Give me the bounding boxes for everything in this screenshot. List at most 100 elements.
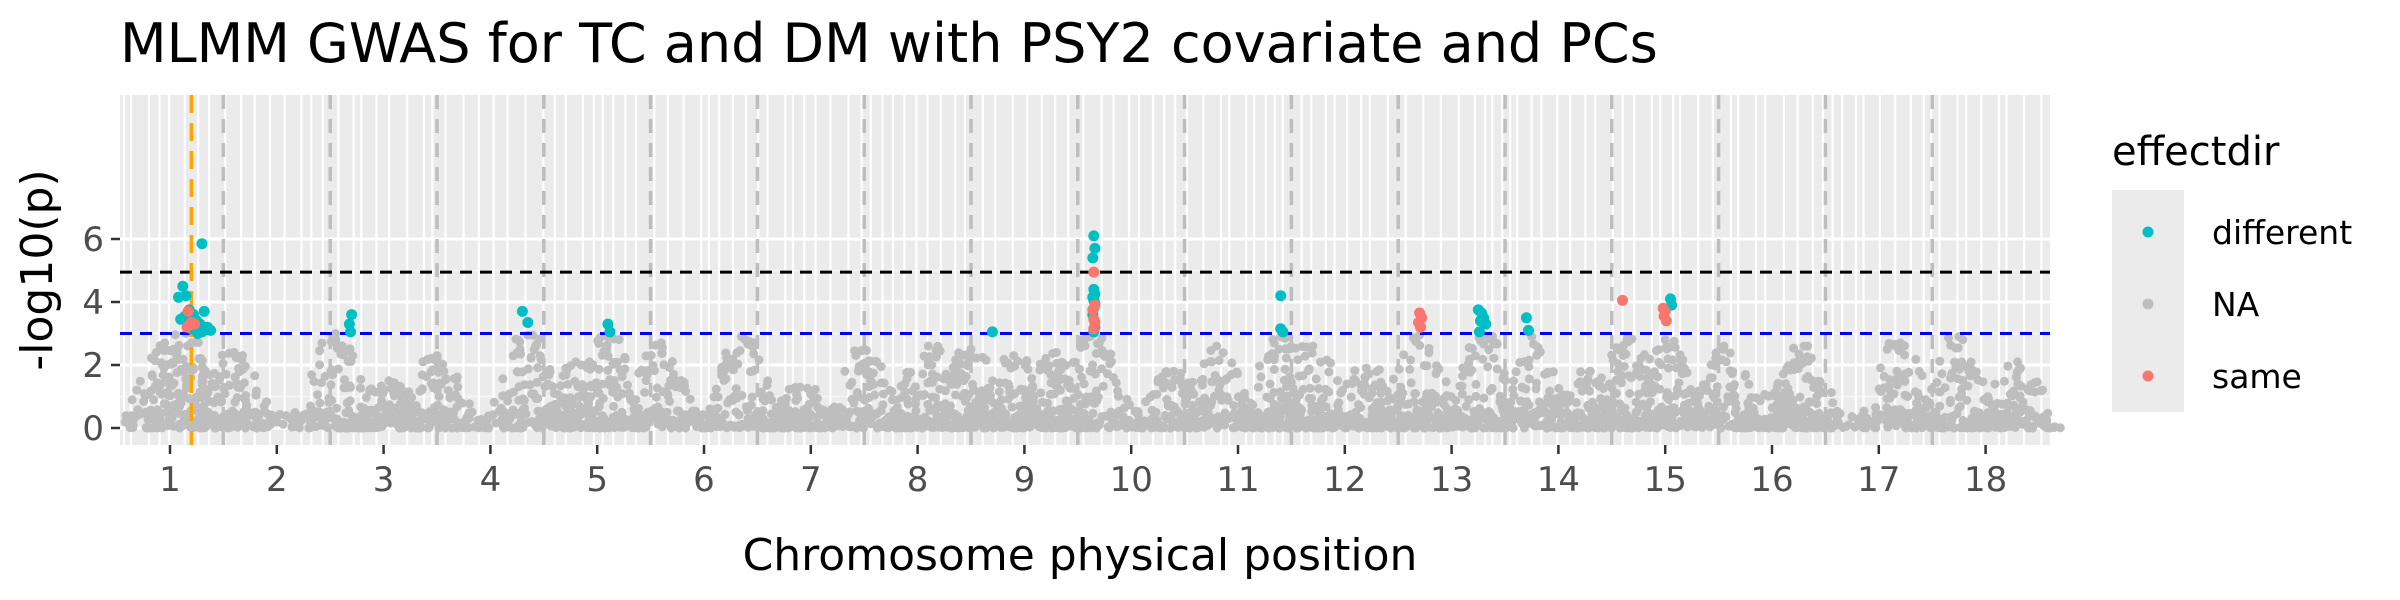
na-point bbox=[1471, 391, 1481, 401]
na-point bbox=[1238, 409, 1248, 418]
na-point bbox=[536, 355, 546, 365]
na-point bbox=[1689, 396, 1699, 406]
na-point bbox=[1214, 355, 1224, 365]
na-point bbox=[1611, 375, 1621, 385]
na-point bbox=[720, 409, 730, 419]
na-point bbox=[620, 354, 630, 364]
na-point bbox=[1063, 399, 1073, 409]
na-point bbox=[497, 414, 507, 424]
na-point bbox=[1398, 388, 1408, 398]
na-point bbox=[1953, 343, 1963, 353]
na-point bbox=[407, 410, 417, 420]
na-point bbox=[1805, 397, 1815, 407]
na-point bbox=[176, 422, 186, 432]
na-point bbox=[195, 354, 205, 364]
na-point bbox=[1668, 405, 1678, 415]
na-point bbox=[1127, 422, 1137, 432]
na-point bbox=[342, 398, 352, 408]
na-point bbox=[1285, 372, 1295, 382]
na-point bbox=[1502, 423, 1512, 432]
na-point bbox=[685, 394, 695, 404]
na-point bbox=[809, 423, 819, 433]
na-point bbox=[1499, 368, 1509, 378]
na-point bbox=[1105, 359, 1115, 369]
x-tick-label: 15 bbox=[1644, 460, 1687, 500]
na-point bbox=[1500, 407, 1510, 417]
na-point bbox=[313, 390, 322, 400]
na-point bbox=[1721, 412, 1731, 422]
different-point bbox=[1088, 230, 1100, 242]
na-point bbox=[530, 419, 540, 429]
na-point bbox=[1145, 392, 1155, 402]
y-axis: 0 2 4 6 bbox=[82, 220, 120, 449]
na-point bbox=[151, 348, 161, 357]
na-point bbox=[1889, 389, 1899, 399]
na-point bbox=[523, 330, 533, 340]
na-point bbox=[1367, 388, 1377, 398]
na-point bbox=[1055, 385, 1065, 395]
na-point bbox=[1619, 422, 1629, 432]
na-point bbox=[203, 388, 213, 398]
na-point bbox=[1900, 350, 1909, 360]
na-point bbox=[553, 390, 563, 400]
na-point bbox=[1098, 381, 1108, 391]
na-point bbox=[557, 418, 567, 428]
legend: effectdir different NA same bbox=[2112, 129, 2352, 412]
na-point bbox=[732, 348, 742, 358]
na-points bbox=[120, 329, 2065, 433]
na-point bbox=[908, 386, 918, 396]
na-point bbox=[1232, 369, 1242, 379]
na-point bbox=[307, 370, 317, 380]
na-point bbox=[1015, 401, 1025, 411]
na-point bbox=[1175, 373, 1185, 383]
na-point bbox=[617, 407, 627, 417]
na-point bbox=[1227, 358, 1237, 368]
na-point bbox=[1535, 421, 1545, 431]
na-point bbox=[327, 395, 337, 405]
na-point bbox=[925, 352, 935, 362]
na-point bbox=[159, 363, 169, 373]
na-point bbox=[215, 372, 225, 382]
na-point bbox=[1389, 374, 1398, 384]
na-point bbox=[617, 372, 627, 382]
na-point bbox=[923, 360, 933, 370]
na-point bbox=[1295, 410, 1305, 419]
na-point bbox=[174, 340, 184, 350]
na-point bbox=[994, 387, 1004, 397]
na-point bbox=[1876, 387, 1886, 396]
na-point bbox=[403, 394, 413, 403]
na-point bbox=[960, 388, 970, 398]
na-point bbox=[864, 356, 874, 366]
na-point bbox=[1817, 388, 1827, 398]
na-point bbox=[464, 399, 474, 409]
na-point bbox=[1964, 366, 1974, 376]
na-point bbox=[1719, 341, 1729, 351]
na-point bbox=[900, 387, 910, 397]
na-point bbox=[845, 407, 855, 417]
na-point bbox=[1394, 364, 1404, 374]
na-point bbox=[581, 421, 591, 430]
na-point bbox=[1770, 390, 1780, 400]
na-point bbox=[1778, 423, 1788, 433]
na-point bbox=[515, 337, 525, 347]
na-point bbox=[721, 363, 731, 373]
na-point bbox=[1343, 413, 1353, 423]
na-point bbox=[1215, 380, 1225, 390]
na-point bbox=[1409, 397, 1419, 407]
y-axis-title: -log10(p) bbox=[12, 169, 63, 370]
na-point bbox=[147, 371, 157, 381]
na-point bbox=[1568, 420, 1578, 430]
na-point bbox=[417, 370, 427, 380]
na-point bbox=[1254, 382, 1263, 392]
na-point bbox=[1441, 377, 1451, 387]
na-point bbox=[1565, 396, 1575, 406]
na-point bbox=[1489, 339, 1499, 348]
na-point bbox=[992, 401, 1002, 411]
na-point bbox=[1665, 342, 1675, 352]
na-point bbox=[806, 389, 816, 399]
na-point bbox=[1124, 415, 1134, 425]
na-point bbox=[1256, 372, 1266, 382]
na-point bbox=[453, 382, 463, 392]
na-point bbox=[1284, 343, 1294, 353]
na-point bbox=[512, 367, 522, 377]
